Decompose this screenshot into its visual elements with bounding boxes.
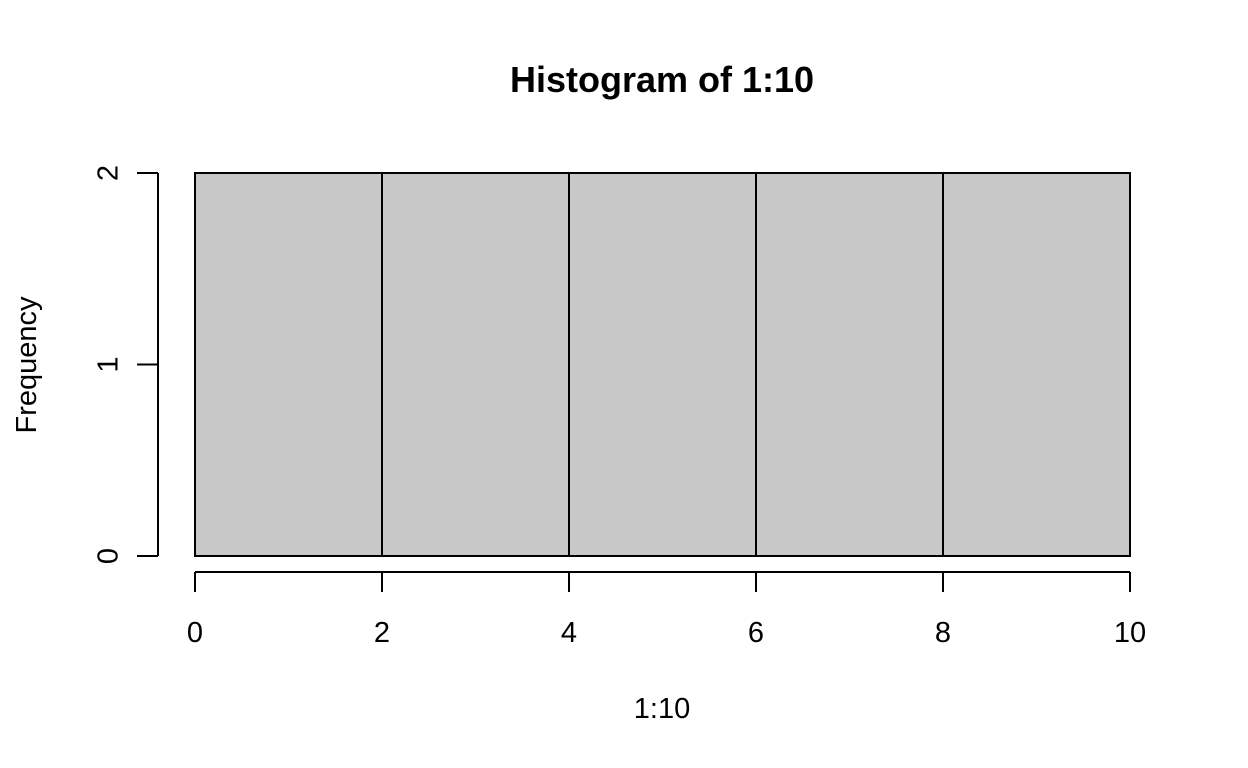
x-tick-label-0: 0 [187, 617, 203, 649]
y-tick-label-1: 1 [93, 356, 125, 372]
x-tick-label-3: 6 [748, 617, 764, 649]
x-axis-label: 1:10 [634, 693, 690, 725]
y-axis: 0 1 2 [93, 165, 159, 564]
y-tick-label-0: 0 [93, 548, 125, 564]
histogram-bar-2 [568, 172, 757, 557]
histogram-bars [194, 172, 1131, 557]
x-tick-label-4: 8 [935, 617, 951, 649]
histogram-bar-3 [755, 172, 944, 557]
x-axis: 0 2 4 6 8 10 [187, 571, 1146, 649]
histogram-bar-4 [942, 172, 1131, 557]
x-tick-label-2: 4 [561, 617, 577, 649]
y-tick-label-2: 2 [93, 165, 125, 181]
y-axis-label: Frequency [11, 296, 43, 434]
x-tick-label-1: 2 [374, 617, 390, 649]
histogram-bar-0 [194, 172, 383, 557]
x-tick-label-5: 10 [1114, 617, 1146, 649]
chart-title: Histogram of 1:10 [510, 59, 814, 100]
histogram-bar-1 [381, 172, 570, 557]
